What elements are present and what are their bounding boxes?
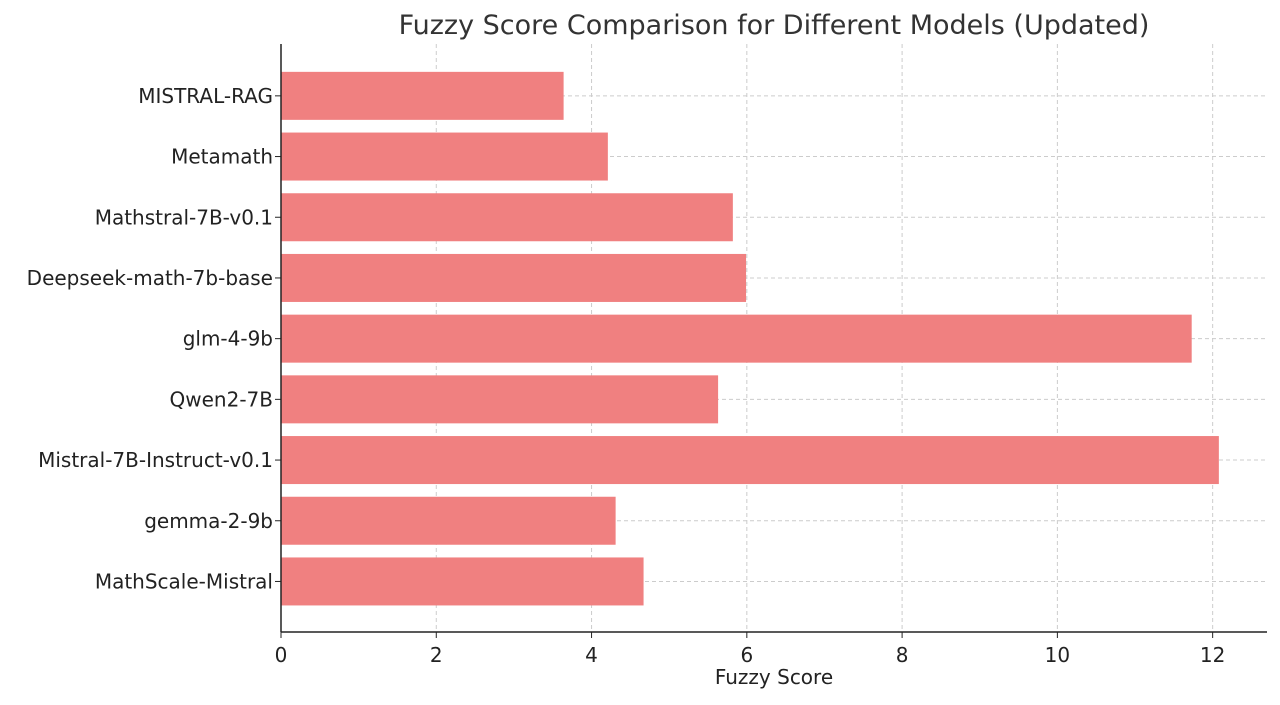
y-tick-label: Deepseek-math-7b-base xyxy=(27,266,273,290)
y-tick-label: glm-4-9b xyxy=(183,327,273,351)
x-tick-label: 2 xyxy=(430,643,443,667)
x-tick-label: 0 xyxy=(275,643,288,667)
y-tick-label: Mathstral-7B-v0.1 xyxy=(95,205,273,229)
y-tick-label: gemma-2-9b xyxy=(144,509,273,533)
bar-mathscale-mistral xyxy=(281,557,644,606)
chart-title: Fuzzy Score Comparison for Different Mod… xyxy=(399,10,1150,41)
y-tick-label: MISTRAL-RAG xyxy=(138,84,273,108)
bar-qwen2-7b xyxy=(281,375,719,424)
y-tick-label: Mistral-7B-Instruct-v0.1 xyxy=(38,448,273,472)
x-tick-label: 8 xyxy=(896,643,909,667)
y-tick-label: MathScale-Mistral xyxy=(95,569,273,593)
x-tick-label: 10 xyxy=(1045,643,1070,667)
bar-mistral-rag xyxy=(281,71,564,120)
bar-mathstral-7b-v0-1 xyxy=(281,193,733,242)
x-tick-label: 6 xyxy=(740,643,753,667)
bar-gemma-2-9b xyxy=(281,496,616,545)
y-tick-label: Metamath xyxy=(171,145,273,169)
x-tick-label: 4 xyxy=(585,643,598,667)
y-tick-label: Qwen2-7B xyxy=(170,387,273,411)
y-tick-labels: MISTRAL-RAG Metamath Mathstral-7B-v0.1 Deep… xyxy=(27,84,273,594)
x-axis-label: Fuzzy Score xyxy=(715,665,833,689)
bar-mistral-7b-instruct-v0-1 xyxy=(281,436,1219,485)
x-tick-labels: 0 2 4 6 8 10 12 xyxy=(275,643,1226,667)
bars xyxy=(281,71,1219,606)
axes xyxy=(275,44,1267,638)
bar-glm-4-9b xyxy=(281,314,1192,363)
bar-deepseek-math-7b-base xyxy=(281,253,747,302)
bar-metamath xyxy=(281,132,608,181)
x-tick-label: 12 xyxy=(1200,643,1225,667)
